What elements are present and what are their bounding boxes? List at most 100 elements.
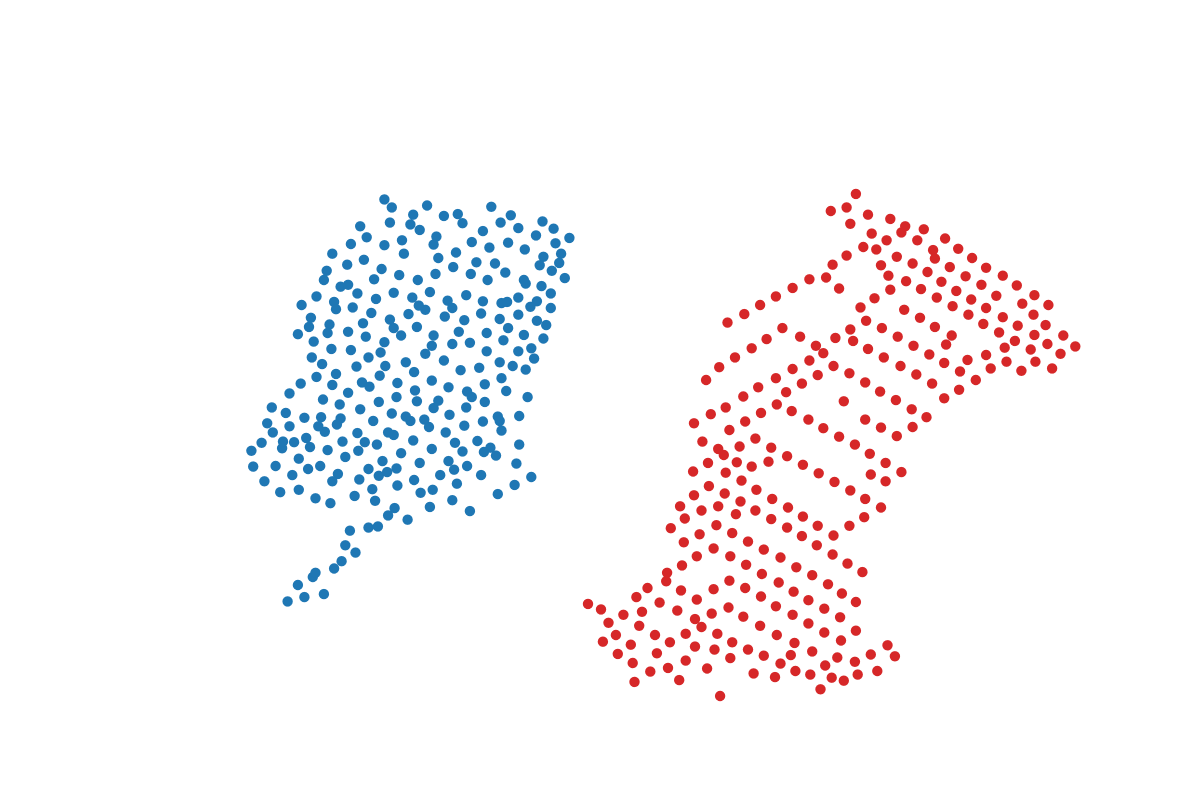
scatter-point (880, 457, 891, 469)
scatter-point (844, 368, 855, 379)
scatter-point (373, 470, 384, 481)
scatter-point (714, 362, 725, 373)
scatter-point (293, 484, 304, 495)
scatter-point (345, 344, 357, 356)
scatter-point (345, 238, 357, 250)
scatter-point (849, 439, 861, 450)
scatter-point (461, 460, 473, 472)
scatter-point (375, 347, 386, 358)
scatter-point (1025, 344, 1036, 355)
scatter-point (852, 669, 863, 680)
scatter-point (447, 338, 458, 350)
scatter-point (860, 414, 871, 425)
scatter-point (845, 485, 856, 496)
scatter-point (426, 340, 437, 351)
scatter-point (1012, 320, 1023, 331)
scatter-point (664, 637, 676, 648)
scatter-point (729, 352, 741, 363)
scatter-point (1016, 365, 1027, 376)
scatter-point (797, 511, 809, 522)
scatter-point (696, 621, 707, 633)
scatter-point (317, 394, 329, 405)
scatter-point (612, 648, 623, 660)
scatter-point (379, 337, 390, 348)
scatter-point (701, 663, 713, 674)
scatter-point (494, 313, 505, 325)
scatter-point (327, 248, 338, 259)
scatter-point (538, 333, 549, 344)
scatter-point (443, 455, 454, 467)
scatter-point (775, 658, 786, 669)
scatter-point (746, 343, 757, 354)
scatter-point (833, 431, 845, 442)
scatter-point (342, 387, 354, 398)
scatter-point (858, 241, 869, 253)
scatter-point (860, 315, 872, 326)
scatter-point (797, 459, 809, 470)
scatter-point (377, 455, 388, 467)
scatter-point (770, 291, 782, 302)
scatter-point (340, 451, 351, 463)
scatter-point (912, 235, 923, 246)
scatter-point (746, 461, 757, 472)
scatter-point (907, 258, 918, 269)
scatter-point (513, 222, 524, 234)
scatter-point (706, 608, 717, 619)
scatter-point (354, 474, 365, 485)
scatter-point (424, 501, 436, 513)
scatter-point (748, 668, 759, 679)
scatter-point (526, 343, 537, 354)
scatter-point (310, 567, 321, 578)
scatter-point (428, 239, 439, 250)
scatter-point (388, 287, 399, 298)
scatter-point (392, 377, 403, 389)
scatter-point (696, 505, 707, 516)
scatter-point (475, 469, 487, 481)
scatter-point (711, 520, 722, 531)
scatter-point (389, 502, 400, 514)
scatter-point (502, 237, 514, 248)
scatter-point (559, 272, 570, 284)
scatter-point (424, 286, 436, 298)
scatter-point (391, 391, 402, 403)
scatter-point (519, 244, 530, 255)
scatter-point (914, 312, 926, 323)
scatter-point (359, 437, 370, 448)
scatter-point (708, 543, 719, 554)
scatter-point (489, 258, 501, 269)
scatter-point (791, 562, 802, 573)
scatter-point (767, 493, 778, 505)
scatter-point (500, 267, 511, 278)
scatter-point (689, 613, 701, 625)
scatter-point (370, 293, 382, 305)
scatter-point (402, 514, 413, 525)
scatter-point (924, 349, 935, 360)
scatter-point (453, 326, 464, 337)
scatter-point (448, 261, 459, 273)
scatter-point (829, 476, 840, 488)
scatter-point (738, 391, 749, 402)
scatter-point (554, 257, 565, 269)
scatter-point (787, 363, 798, 375)
scatter-point (507, 360, 518, 372)
scatter-point (455, 365, 466, 376)
scatter-point (355, 221, 366, 232)
scatter-point (834, 612, 846, 623)
scatter-point (997, 270, 1008, 281)
scatter-point (438, 355, 450, 366)
scatter-point (780, 387, 792, 398)
scatter-point (381, 466, 393, 478)
scatter-point (379, 240, 390, 251)
scatter-point (947, 301, 958, 312)
scatter-point (882, 640, 893, 651)
scatter-point (771, 399, 782, 410)
scatter-point (953, 243, 964, 254)
scatter-point (451, 478, 463, 489)
scatter-point (985, 363, 996, 374)
scatter-point (305, 312, 317, 323)
scatter-point (672, 605, 683, 616)
scatter-point (396, 235, 408, 246)
scatter-point (850, 596, 862, 608)
scatter-point (464, 505, 476, 517)
scatter-point (770, 373, 782, 384)
